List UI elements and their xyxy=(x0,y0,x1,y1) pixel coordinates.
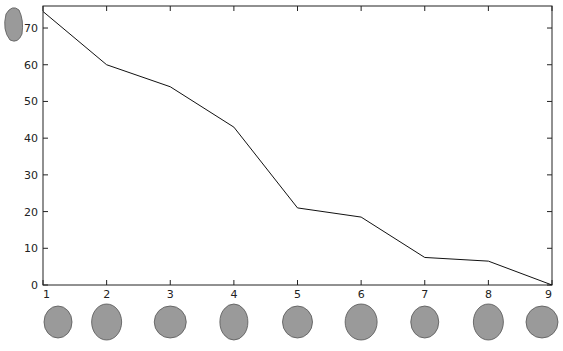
x-tick xyxy=(424,6,425,11)
shape-thumbnail xyxy=(283,306,313,338)
x-tick-label: 6 xyxy=(358,288,365,301)
plot-frame xyxy=(43,6,552,285)
y-tick xyxy=(547,211,552,212)
plot-area xyxy=(43,12,552,285)
x-tick xyxy=(106,6,107,11)
y-tick xyxy=(43,64,48,65)
shape-thumbnail xyxy=(5,8,23,41)
x-tick xyxy=(552,6,553,11)
y-tick xyxy=(43,211,48,212)
data-line xyxy=(43,12,552,285)
x-tick-label: 9 xyxy=(545,288,552,301)
x-tick xyxy=(170,280,171,285)
x-tick-label: 3 xyxy=(167,288,174,301)
shape-thumbnail xyxy=(345,304,377,340)
y-tick xyxy=(43,138,48,139)
x-tick-label: 8 xyxy=(485,288,492,301)
y-tick-label: 40 xyxy=(24,132,38,145)
x-tick xyxy=(233,6,234,11)
x-tick xyxy=(43,280,44,285)
x-tick xyxy=(43,6,44,11)
y-tick-label: 10 xyxy=(24,242,38,255)
chart-svg: 0 10 20 30 40 50 60 70 1 2 3 4 5 6 7 8 9 xyxy=(0,0,563,351)
shape-thumbnail xyxy=(411,306,439,338)
shape-thumbnails xyxy=(5,8,558,340)
x-tick xyxy=(424,280,425,285)
y-tick-label: 60 xyxy=(24,59,38,72)
background xyxy=(0,0,563,351)
x-tick xyxy=(297,6,298,11)
shape-thumbnail xyxy=(473,304,503,340)
chart-container: 0 10 20 30 40 50 60 70 1 2 3 4 5 6 7 8 9 xyxy=(0,0,563,351)
x-tick xyxy=(488,6,489,11)
y-tick xyxy=(43,28,48,29)
x-tick-label: 4 xyxy=(230,288,237,301)
y-tick xyxy=(43,174,48,175)
x-tick-label: 5 xyxy=(294,288,301,301)
shape-thumbnail xyxy=(220,304,248,340)
y-tick-label: 30 xyxy=(24,169,38,182)
x-tick xyxy=(233,280,234,285)
x-tick xyxy=(170,6,171,11)
y-tick xyxy=(547,101,552,102)
x-tick xyxy=(488,280,489,285)
shape-thumbnail xyxy=(92,304,122,340)
y-tick-label: 20 xyxy=(24,206,38,219)
shape-thumbnail xyxy=(44,306,72,338)
y-tick xyxy=(43,248,48,249)
y-tick xyxy=(43,285,48,286)
y-tick xyxy=(547,174,552,175)
y-tick-label: 50 xyxy=(24,95,38,108)
x-tick xyxy=(361,280,362,285)
x-tick xyxy=(297,280,298,285)
shape-thumbnail xyxy=(526,306,558,338)
y-tick xyxy=(43,101,48,102)
x-tick-label: 2 xyxy=(103,288,110,301)
y-tick-label: 0 xyxy=(31,279,38,292)
shape-thumbnail xyxy=(154,306,186,338)
x-tick-label: 7 xyxy=(421,288,428,301)
y-tick xyxy=(547,138,552,139)
y-tick xyxy=(547,248,552,249)
x-tick xyxy=(552,280,553,285)
y-tick-label: 70 xyxy=(24,22,38,35)
x-tick xyxy=(361,6,362,11)
x-tick-label: 1 xyxy=(43,288,50,301)
x-tick xyxy=(106,280,107,285)
y-tick xyxy=(547,28,552,29)
y-tick xyxy=(547,64,552,65)
